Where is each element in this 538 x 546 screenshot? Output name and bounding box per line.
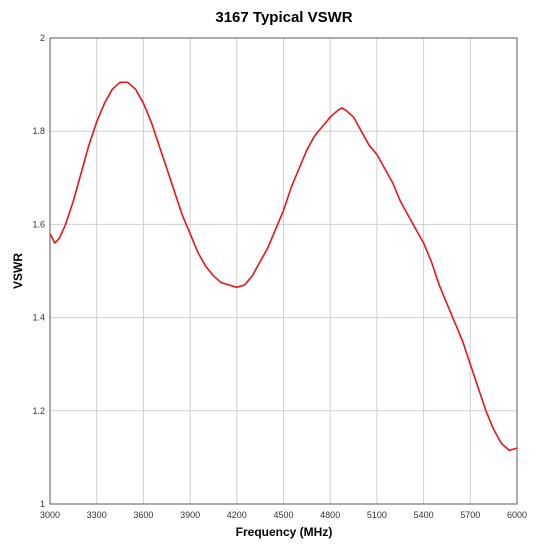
y-tick-label: 2 xyxy=(40,33,45,43)
x-axis-title: Frequency (MHz) xyxy=(236,525,333,539)
x-tick-label: 4800 xyxy=(320,510,340,520)
y-tick-label: 1.4 xyxy=(32,313,45,323)
y-tick-label: 1.8 xyxy=(32,126,45,136)
y-tick-label: 1.6 xyxy=(32,219,45,229)
y-tick-label: 1 xyxy=(40,499,45,509)
x-tick-label: 3300 xyxy=(87,510,107,520)
chart-title: 3167 Typical VSWR xyxy=(215,9,352,26)
x-tick-label: 4500 xyxy=(273,510,293,520)
plot-frame xyxy=(49,37,518,505)
series-layer xyxy=(49,81,518,452)
x-tick-label: 3600 xyxy=(133,510,153,520)
x-tick-label: 5700 xyxy=(460,510,480,520)
x-tick-label: 4200 xyxy=(227,510,247,520)
grid-lines xyxy=(49,37,518,505)
x-tick-label: 5100 xyxy=(367,510,387,520)
y-axis-title: VSWR xyxy=(11,253,25,289)
x-tick-label: 3000 xyxy=(40,510,60,520)
y-tick-labels: 1 1.2 1.4 1.6 1.8 2 xyxy=(32,33,45,509)
x-tick-labels: 3000 3300 3600 3900 4200 4500 4800 5100 5400 5700… xyxy=(40,510,527,520)
vswr-series-line xyxy=(49,81,518,452)
x-tick-label: 3900 xyxy=(180,510,200,520)
x-tick-label: 5400 xyxy=(414,510,434,520)
x-tick-label: 6000 xyxy=(507,510,527,520)
y-tick-label: 1.2 xyxy=(32,406,45,416)
